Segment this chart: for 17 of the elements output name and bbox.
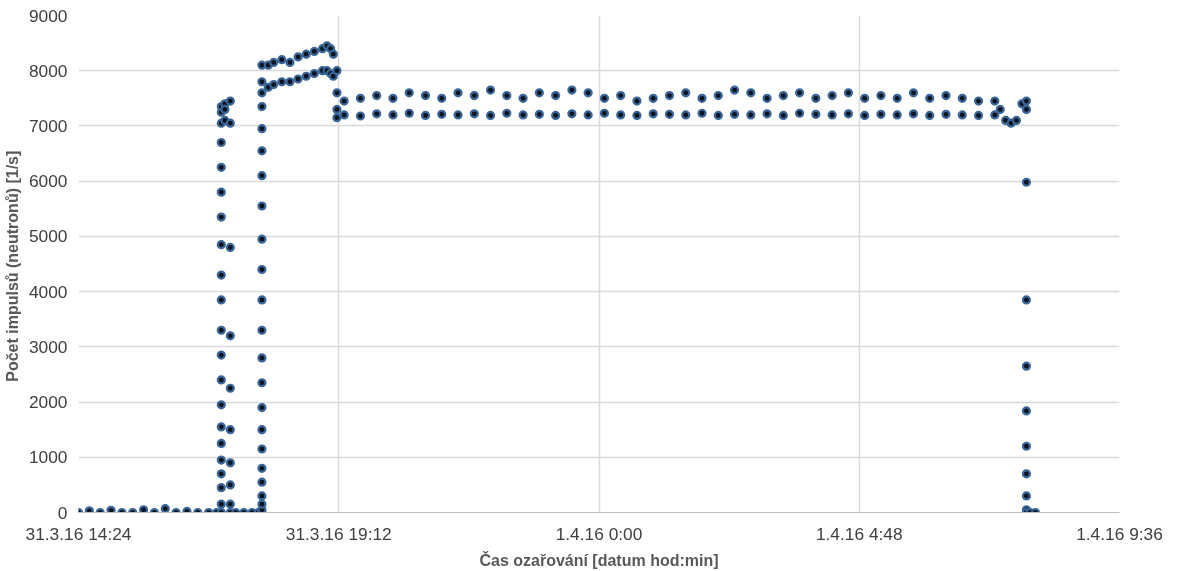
x-tick-label: 31.3.16 19:12 bbox=[285, 523, 392, 544]
x-tick-label: 31.3.16 14:24 bbox=[25, 523, 132, 544]
y-tick-label: 8000 bbox=[28, 60, 68, 81]
y-tick-label: 2000 bbox=[28, 392, 68, 413]
x-tick-label: 1.4.16 4:48 bbox=[815, 523, 903, 544]
x-tick-label: 1.4.16 9:36 bbox=[1076, 523, 1163, 544]
y-tick-label: 0 bbox=[57, 502, 68, 523]
y-tick-label: 6000 bbox=[28, 171, 68, 192]
y-tick-label: 5000 bbox=[28, 226, 68, 247]
x-tick-label: 1.4.16 0:00 bbox=[555, 523, 643, 544]
y-tick-label: 4000 bbox=[28, 281, 68, 302]
y-tick-label: 7000 bbox=[28, 115, 68, 136]
y-tick-label: 9000 bbox=[28, 5, 68, 26]
y-tick-label: 1000 bbox=[28, 447, 68, 468]
x-axis-title: Čas ozařování [datum hod:min] bbox=[479, 550, 719, 569]
y-tick-label: 3000 bbox=[28, 336, 68, 357]
y-axis-title: Počet impulsů (neutronů) [1/s] bbox=[3, 150, 21, 382]
